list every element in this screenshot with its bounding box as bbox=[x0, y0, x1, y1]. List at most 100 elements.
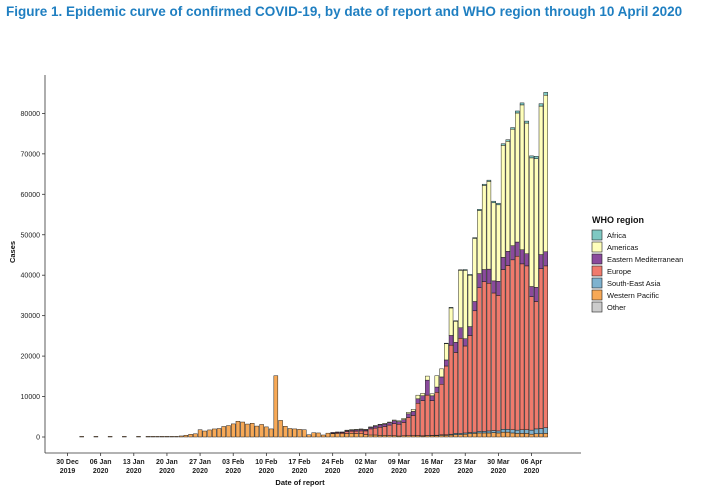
bar-segment-europe bbox=[534, 301, 539, 430]
bar-segment-eastern-mediterranean bbox=[481, 269, 487, 282]
bar-segment-americas bbox=[391, 419, 397, 422]
bar-segment-europe bbox=[391, 423, 397, 437]
bar-segment-europe bbox=[463, 345, 468, 434]
bar-segment-western-pacific bbox=[481, 432, 487, 438]
bar-segment-europe bbox=[387, 424, 392, 436]
x-tick-label: 03 Feb bbox=[222, 459, 244, 466]
bar-segment-western-pacific bbox=[193, 433, 198, 438]
bar-segment-eastern-mediterranean bbox=[505, 251, 511, 266]
bar-segment-south-east-asia bbox=[481, 431, 487, 434]
x-tick-label: 17 Feb bbox=[288, 459, 310, 466]
bar-segment-western-pacific bbox=[178, 435, 184, 438]
bar-segment-africa bbox=[505, 139, 511, 142]
bar-segment-western-pacific bbox=[453, 434, 458, 438]
bar-segment-western-pacific bbox=[202, 430, 208, 438]
legend-swatch bbox=[591, 253, 603, 265]
x-axis-ticks: 30 Dec 2019 06 Jan 2020 13 Jan 2020 20 Jan 2020… bbox=[56, 453, 543, 475]
bar-segment-south-east-asia bbox=[524, 429, 530, 434]
x-tick-label-year: 2020 bbox=[491, 468, 507, 475]
bar-segment-western-pacific bbox=[273, 375, 279, 438]
bar-segment-americas bbox=[510, 128, 515, 246]
figure-title: Figure 1. Epidemic curve of confirmed CO… bbox=[6, 4, 683, 19]
x-tick-label-year: 2020 bbox=[292, 468, 308, 475]
bar-segment-eastern-mediterranean bbox=[519, 249, 525, 265]
bar-segment-africa bbox=[538, 103, 544, 107]
y-tick-label: 50000 bbox=[21, 232, 41, 239]
bar-segment-western-pacific bbox=[382, 435, 387, 438]
bar-segment-western-pacific bbox=[491, 432, 496, 438]
x-tick-label-year: 2020 bbox=[424, 468, 440, 475]
bar-segment-americas bbox=[505, 141, 511, 252]
bar-segment-europe bbox=[354, 430, 359, 434]
legend-title: WHO region bbox=[592, 215, 644, 225]
bar-segment-south-east-asia bbox=[477, 431, 482, 434]
bar-segment-western-pacific bbox=[159, 436, 165, 438]
bar-segment-western-pacific bbox=[93, 436, 99, 438]
bar-segment-europe bbox=[538, 268, 544, 429]
bar-segment-americas bbox=[358, 428, 364, 430]
bar-segment-eastern-mediterranean bbox=[538, 254, 544, 269]
bar-segment-western-pacific bbox=[524, 433, 530, 438]
bar-segment-africa bbox=[448, 307, 454, 309]
bar-segment-americas bbox=[467, 274, 473, 327]
bar-segment-western-pacific bbox=[349, 433, 354, 438]
bar-segment-western-pacific bbox=[283, 426, 288, 438]
bar-segment-americas bbox=[401, 418, 406, 420]
bar-segment-eastern-mediterranean bbox=[491, 280, 496, 294]
bar-segment-africa bbox=[500, 143, 506, 146]
bar-segment-eastern-mediterranean bbox=[339, 431, 345, 433]
stacked-bars bbox=[79, 92, 548, 438]
bar-segment-western-pacific bbox=[302, 429, 307, 438]
x-tick-label: 10 Feb bbox=[255, 459, 277, 466]
bar-segment-western-pacific bbox=[249, 423, 255, 438]
bar-segment-eastern-mediterranean bbox=[543, 251, 548, 267]
bar-segment-western-pacific bbox=[368, 434, 373, 438]
x-tick-label: 06 Jan bbox=[90, 459, 112, 466]
bar-segment-americas bbox=[477, 210, 482, 274]
bar-segment-americas bbox=[453, 321, 458, 343]
bar-segment-americas bbox=[515, 112, 520, 243]
bar-segment-eastern-mediterranean bbox=[467, 326, 473, 336]
bar-segment-western-pacific bbox=[467, 433, 473, 438]
bar-segment-africa bbox=[491, 200, 496, 204]
bar-segment-south-east-asia bbox=[534, 428, 539, 434]
bar-segment-western-pacific bbox=[264, 426, 269, 438]
bar-segment-western-pacific bbox=[377, 435, 383, 438]
y-tick-label: 10000 bbox=[21, 394, 41, 401]
bar-segment-eastern-mediterranean bbox=[387, 422, 392, 426]
legend-swatch bbox=[591, 241, 603, 253]
bar-segment-western-pacific bbox=[155, 436, 160, 438]
bar-segment-western-pacific bbox=[477, 432, 482, 438]
legend-swatch bbox=[591, 229, 603, 241]
bar-segment-western-pacific bbox=[297, 429, 302, 438]
bar-segment-europe bbox=[420, 400, 425, 437]
x-tick-label: 09 Mar bbox=[388, 459, 410, 466]
bar-segment-western-pacific bbox=[500, 431, 506, 438]
x-tick-label: 23 Mar bbox=[454, 459, 476, 466]
bar-segment-eastern-mediterranean bbox=[444, 359, 449, 367]
bar-segment-western-pacific bbox=[268, 428, 274, 438]
bar-segment-western-pacific bbox=[320, 434, 326, 438]
bar-segment-europe bbox=[373, 427, 378, 436]
x-tick-label-year: 2020 bbox=[391, 468, 407, 475]
bar-segment-eastern-mediterranean bbox=[330, 432, 335, 434]
legend-swatch bbox=[591, 301, 603, 313]
bar-segment-americas bbox=[472, 238, 477, 302]
bar-segment-south-east-asia bbox=[515, 429, 520, 434]
bar-segment-western-pacific bbox=[458, 434, 463, 438]
bar-segment-americas bbox=[349, 429, 354, 431]
bar-segment-western-pacific bbox=[188, 434, 193, 438]
bar-segment-europe bbox=[448, 344, 454, 435]
bar-segment-americas bbox=[429, 393, 435, 397]
bar-segment-western-pacific bbox=[325, 432, 331, 438]
bar-segment-eastern-mediterranean bbox=[439, 376, 444, 385]
bar-segment-europe bbox=[496, 295, 501, 432]
x-axis-label: Date of report bbox=[275, 478, 325, 487]
legend-swatch bbox=[591, 265, 603, 277]
bar-segment-western-pacific bbox=[259, 424, 264, 438]
y-tick-label: 0 bbox=[36, 435, 40, 442]
bar-segment-americas bbox=[486, 181, 492, 270]
y-tick-label: 20000 bbox=[21, 354, 41, 361]
bar-segment-western-pacific bbox=[226, 425, 231, 438]
bar-segment-africa bbox=[486, 179, 492, 182]
